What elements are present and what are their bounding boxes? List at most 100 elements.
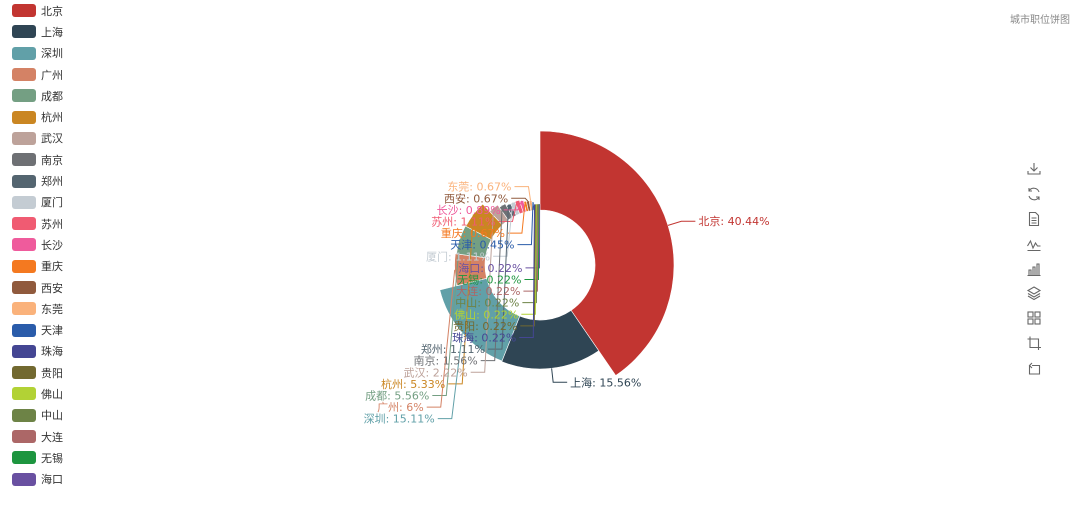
legend-swatch (12, 472, 36, 486)
label-leader-line (507, 201, 526, 234)
legend-swatch (12, 344, 36, 358)
legend-label: 佛山 (41, 387, 63, 401)
label-leader-line (487, 204, 509, 350)
label-leader-line (432, 239, 461, 396)
legend-swatch (12, 302, 36, 316)
legend-swatch (12, 4, 36, 18)
legend-label: 杭州 (41, 111, 63, 125)
data-view-icon[interactable] (1022, 207, 1046, 232)
legend-swatch (12, 68, 36, 82)
legend-item[interactable]: 海口 (12, 469, 63, 490)
legend-item[interactable]: 佛山 (12, 383, 63, 404)
slice-label: 重庆: 0.67% (441, 226, 505, 240)
legend-item[interactable]: 东莞 (12, 298, 63, 319)
legend-label: 深圳 (41, 47, 63, 61)
slice-label: 北京: 40.44% (698, 214, 769, 228)
slice-label: 天津: 0.45% (450, 239, 514, 252)
label-leader-line (493, 202, 514, 257)
slice-label: 中山: 0.22% (455, 297, 519, 310)
zoom-icon[interactable] (1022, 331, 1046, 356)
legend-label: 成都 (41, 89, 63, 103)
legend-item[interactable]: 中山 (12, 405, 63, 426)
label-leader-line (524, 204, 540, 280)
label-leader-line (470, 208, 495, 373)
legend-swatch (12, 89, 36, 103)
legend-item[interactable]: 重庆 (12, 256, 63, 277)
legend-swatch (12, 259, 36, 273)
slice-label: 苏州: 1.11% (431, 215, 495, 228)
slice-label: 无锡: 0.22% (457, 272, 521, 286)
pie-slice[interactable] (501, 309, 600, 370)
slice-label: 东莞: 0.67% (447, 181, 511, 194)
legend-label: 大连 (41, 430, 63, 444)
legend-label: 武汉 (41, 132, 63, 146)
refresh-icon[interactable] (1022, 182, 1046, 207)
legend-swatch (12, 430, 36, 444)
legend-item[interactable]: 大连 (12, 426, 63, 447)
download-icon[interactable] (1022, 157, 1046, 182)
toolbox (1022, 157, 1046, 380)
legend-item[interactable]: 长沙 (12, 234, 63, 255)
label-leader-line (551, 368, 568, 383)
legend-label: 郑州 (41, 175, 63, 189)
legend-item[interactable]: 天津 (12, 319, 63, 340)
tiled-icon[interactable] (1022, 306, 1046, 331)
slice-label: 南京: 1.56% (414, 354, 478, 368)
stack-icon[interactable] (1022, 281, 1046, 306)
legend-swatch (12, 131, 36, 145)
slice-label: 海口: 0.22% (458, 261, 522, 275)
legend-item[interactable]: 成都 (12, 85, 63, 106)
label-leader-line (437, 332, 463, 420)
slice-label: 上海: 15.56% (570, 375, 641, 389)
legend-item[interactable]: 北京 (12, 0, 63, 21)
legend-item[interactable]: 上海 (12, 21, 63, 42)
pie-slice[interactable] (539, 130, 675, 376)
line-chart-icon[interactable] (1022, 231, 1046, 256)
label-leader-line (448, 214, 474, 385)
label-leader-line (426, 269, 456, 408)
legend: 北京上海深圳广州成都杭州武汉南京郑州厦门 苏州长沙重庆 西安 东莞 天津珠海贵阳佛山中山… (12, 0, 63, 490)
bar-chart-icon[interactable] (1022, 256, 1046, 281)
slice-label: 佛山: 0.22% (454, 308, 518, 321)
legend-item[interactable]: 深圳 (12, 43, 63, 64)
legend-label: 南京 (41, 153, 63, 167)
legend-label: 珠海 (41, 345, 63, 359)
label-leader-line (517, 202, 534, 246)
slice-label: 广州: 6% (377, 401, 424, 414)
legend-item[interactable]: 苏州 (12, 213, 63, 234)
legend-swatch (12, 217, 36, 231)
slice-label: 贵阳: 0.22% (453, 320, 517, 333)
legend-item[interactable]: 广州 (12, 64, 63, 85)
slice-label: 大连: 0.22% (456, 284, 520, 298)
legend-label: 海口 (41, 473, 63, 487)
zoom-reset-icon[interactable] (1022, 355, 1046, 380)
legend-item[interactable]: 厦门 (12, 192, 63, 213)
legend-label: 广州 (41, 68, 63, 82)
legend-swatch (12, 408, 36, 422)
pie-slice[interactable] (439, 277, 521, 362)
legend-item[interactable]: 武汉 (12, 128, 63, 149)
legend-label: 上海 (41, 25, 63, 39)
slice-label: 西安: 0.67% (444, 191, 508, 205)
slice-label: 杭州: 5.33% (381, 377, 445, 391)
slice-label: 厦门: 1.11% (426, 249, 490, 263)
label-leader-line (520, 204, 536, 327)
legend-swatch (12, 451, 36, 465)
legend-item[interactable]: 珠海 (12, 341, 63, 362)
legend-swatch (12, 174, 36, 188)
label-leader-line (521, 204, 537, 315)
legend-item[interactable]: 郑州 (12, 170, 63, 191)
legend-item[interactable]: 南京 (12, 149, 63, 170)
legend-item[interactable]: 西安 (12, 277, 63, 298)
legend-swatch (12, 281, 36, 294)
label-leader-line (522, 204, 538, 304)
slice-label: 武汉: 2.22% (404, 366, 468, 379)
legend-label: 长沙 (41, 238, 63, 252)
legend-item[interactable]: 贵阳 (12, 362, 63, 383)
slice-label: 深圳: 15.11% (364, 413, 435, 426)
label-leader-line (519, 204, 536, 338)
legend-item[interactable]: 杭州 (12, 106, 63, 127)
slice-label: 长沙: 0.89% (437, 204, 501, 217)
legend-item[interactable]: 无锡 (12, 447, 63, 468)
